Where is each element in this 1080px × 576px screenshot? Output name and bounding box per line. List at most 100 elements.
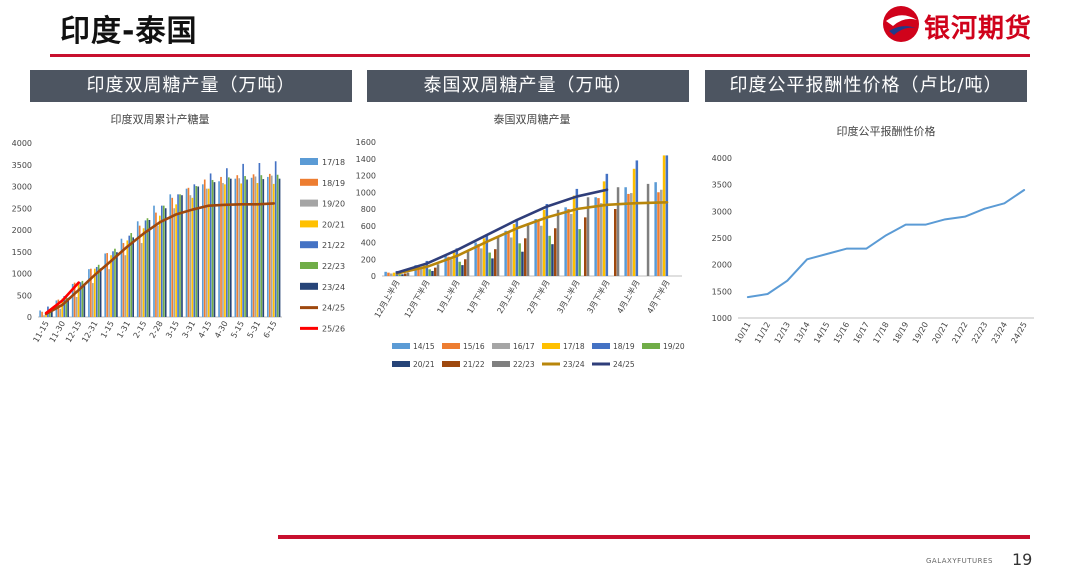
bar (496, 237, 500, 276)
legend-label: 21/22 (463, 360, 485, 369)
bar (584, 217, 587, 277)
bar (63, 296, 66, 317)
legend-swatch (300, 158, 318, 165)
bar (169, 194, 172, 317)
bar (160, 205, 163, 317)
x-tick-label: 1月上半月 (435, 278, 462, 315)
bar (556, 209, 560, 276)
bar (521, 251, 524, 276)
x-tick-label: 6-15 (262, 320, 279, 340)
bar (461, 265, 464, 276)
x-tick-label: 20/21 (931, 321, 950, 345)
bar (240, 183, 243, 317)
legend-label: 22/23 (322, 262, 345, 271)
x-tick-label: 10/11 (733, 321, 752, 345)
bar (222, 183, 224, 317)
legend-label: 16/17 (513, 342, 535, 351)
bar (564, 207, 567, 276)
x-tick-label: 18/19 (891, 321, 910, 345)
legend-swatch (492, 343, 510, 349)
legend-label: 20/21 (413, 360, 435, 369)
bar (162, 205, 165, 317)
top-divider (50, 54, 1030, 57)
legend-label: 17/18 (322, 158, 345, 167)
bar (401, 274, 404, 276)
bar (616, 187, 620, 276)
x-tick-label: 2月下半月 (525, 278, 552, 315)
bar (254, 176, 257, 317)
bar (575, 188, 579, 276)
bar (480, 248, 483, 276)
bar (246, 179, 248, 317)
bar (657, 192, 660, 276)
bar (95, 266, 98, 317)
bar (627, 193, 630, 276)
bar (130, 233, 133, 317)
y-tick-label: 1000 (712, 314, 732, 323)
legend-label: 18/19 (322, 179, 345, 188)
bar (477, 244, 480, 276)
y-tick-label: 400 (361, 239, 376, 248)
bar (518, 243, 521, 276)
series-line (44, 281, 80, 315)
bar (203, 179, 206, 317)
bar (252, 174, 255, 317)
bar (466, 251, 470, 276)
bar (122, 243, 125, 317)
bar (83, 284, 86, 317)
bar (548, 235, 551, 276)
bar (274, 161, 277, 317)
legend-label: 21/22 (322, 241, 345, 250)
bar (250, 177, 253, 317)
bar (97, 264, 100, 317)
legend-swatch (300, 220, 318, 228)
y-tick-label: 2000 (12, 226, 32, 235)
y-tick-label: 1500 (712, 287, 732, 296)
company-logo: 银河期货 (880, 4, 1050, 44)
bar (93, 268, 96, 317)
bar (191, 197, 194, 317)
y-tick-label: 4000 (12, 139, 32, 148)
y-tick-label: 2500 (12, 204, 32, 213)
bar (201, 184, 204, 317)
bar (268, 173, 271, 317)
legend-label: 15/16 (463, 342, 485, 351)
bar (632, 168, 636, 276)
legend-swatch (300, 178, 318, 186)
legend-label: 24/25 (322, 304, 345, 313)
bar (79, 282, 82, 317)
bar (635, 160, 639, 276)
y-tick-label: 2500 (712, 234, 732, 243)
chart-title: 印度双周累计产糖量 (111, 112, 210, 126)
legend-label: 14/15 (413, 342, 435, 351)
x-tick-label: 21/22 (950, 321, 969, 345)
x-tick-label: 4月上半月 (615, 278, 642, 315)
legend-label: 22/23 (513, 360, 535, 369)
x-tick-label: 3-15 (164, 320, 181, 340)
bar (185, 188, 188, 317)
bar (662, 155, 666, 276)
logo-text: 银河期货 (924, 14, 1033, 44)
legend-swatch (442, 343, 460, 349)
bar (586, 197, 590, 276)
bar (594, 197, 597, 276)
bar (234, 178, 237, 317)
bar (510, 237, 513, 276)
bar (630, 193, 633, 276)
bar (526, 223, 530, 276)
y-tick-label: 600 (361, 222, 376, 231)
legend-label: 18/19 (613, 342, 635, 351)
bar (164, 208, 167, 317)
bar (106, 253, 108, 317)
bar (99, 268, 102, 317)
bar (124, 255, 127, 317)
y-tick-label: 800 (361, 205, 376, 214)
x-tick-label: 24/25 (1010, 321, 1029, 345)
bar (153, 205, 155, 317)
bar (447, 256, 450, 276)
panel-header-india-frp: 印度公平报酬性价格（卢比/吨） (705, 70, 1027, 102)
bar (512, 224, 516, 276)
bar (425, 260, 429, 276)
bar (175, 204, 177, 317)
